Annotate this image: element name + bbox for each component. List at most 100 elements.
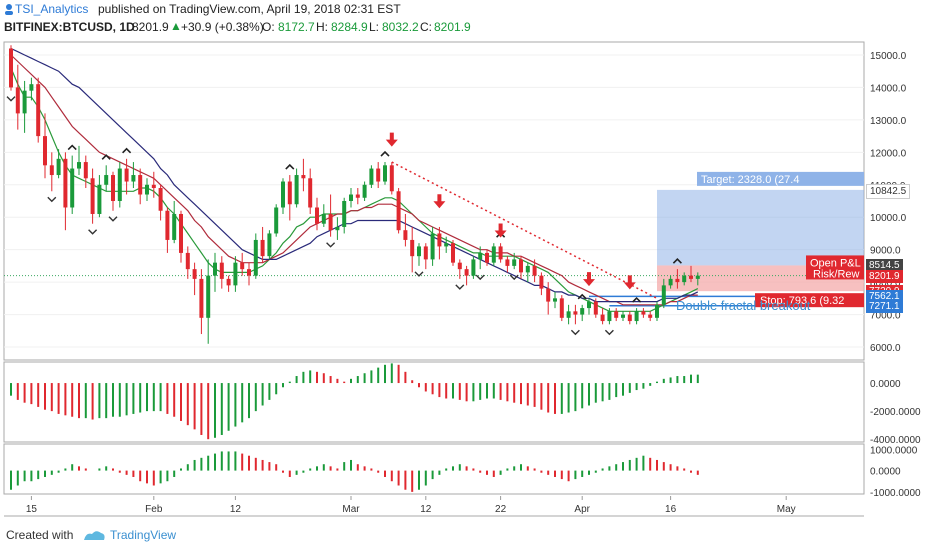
candle-body — [661, 285, 666, 305]
candle-body — [464, 269, 469, 276]
fractal-up-marker — [672, 258, 682, 264]
candle-body — [491, 246, 496, 263]
price-axis-label: 7271.1 — [866, 299, 903, 313]
tradingview-brand[interactable]: TradingView — [110, 528, 177, 542]
candle-body — [437, 233, 442, 247]
candle-body — [247, 269, 251, 276]
candle-body — [240, 262, 245, 270]
candle-body — [559, 298, 564, 318]
time-tick-label: 15 — [26, 504, 38, 515]
oscillator-pane-frame — [3, 361, 865, 443]
fractal-down-marker — [455, 284, 465, 290]
fractal-down-marker — [88, 229, 98, 235]
candle-body — [675, 278, 680, 283]
candle-body — [274, 207, 279, 234]
momentum-tick-label: -1000.0000 — [870, 488, 921, 499]
candle-body — [417, 246, 421, 257]
candle-body — [396, 191, 401, 231]
candle-body — [219, 262, 224, 279]
price-tick-label: 6000.0 — [870, 343, 901, 354]
candle-body — [179, 213, 183, 253]
symbol-bar: BITFINEX:BTCUSD, 1D 8201.9 ▲ +30.9 (+0.3… — [0, 18, 932, 36]
momentum-tick-label: 1000.0000 — [870, 445, 918, 456]
fractal-down-marker — [475, 274, 485, 281]
candle-body — [117, 168, 122, 201]
candle-body — [423, 246, 428, 260]
candle-body — [695, 275, 700, 279]
candle-body — [199, 278, 204, 318]
oscillator-tick-label: -4000.0000 — [870, 435, 921, 446]
fractal-up-marker — [577, 293, 587, 300]
publish-header: TSI_Analytics published on TradingView.c… — [0, 0, 932, 18]
user-link[interactable]: TSI_Analytics — [15, 2, 89, 16]
candle-body — [111, 175, 115, 201]
candle-body — [546, 288, 551, 302]
candle-body — [226, 278, 231, 286]
low-label: L: — [369, 20, 380, 34]
sell-arrow-icon — [623, 275, 636, 290]
fractal-up-marker — [285, 163, 295, 170]
breakout-annotation: Double fractal breakout — [676, 298, 811, 313]
target-label: Target: 2328.0 (27.4 — [701, 174, 799, 186]
price-axis-label: 8514.5 — [866, 259, 903, 273]
candle-body — [192, 269, 197, 279]
sell-arrow-icon — [385, 132, 398, 147]
candle-body — [485, 252, 489, 263]
candle-body — [621, 314, 625, 318]
candle-body — [63, 158, 68, 208]
candle-body — [49, 165, 54, 176]
price-axis-label: 10842.5 — [866, 183, 911, 199]
candle-body — [172, 213, 177, 240]
last-price: 8201.9 — [132, 20, 169, 34]
fractal-up-marker — [380, 150, 390, 157]
candle-body — [430, 233, 435, 260]
candle-body — [580, 308, 585, 315]
candle-body — [138, 175, 143, 195]
candle-body — [383, 165, 387, 182]
price-change: +30.9 (+0.38%) — [181, 20, 264, 34]
time-tick-label: Mar — [342, 504, 360, 515]
price-tick-label: 14000.0 — [870, 83, 907, 94]
candle-body — [410, 239, 415, 257]
candle-body — [9, 48, 13, 88]
candle-body — [471, 259, 476, 276]
fractal-up-marker — [122, 147, 132, 154]
momentum-tick-label: 0.0000 — [870, 467, 901, 478]
candle-body — [607, 311, 612, 322]
candle-body — [22, 90, 27, 114]
time-tick-label: Apr — [574, 504, 590, 515]
candle-body — [281, 181, 285, 208]
candle-body — [587, 301, 591, 309]
publish-info: published on TradingView.com, April 19, … — [98, 2, 401, 16]
candle-body — [97, 184, 102, 214]
fractal-up-marker — [101, 154, 111, 160]
stop-label-box — [755, 293, 864, 308]
fractal-down-marker — [6, 96, 16, 102]
candle-body — [512, 259, 517, 266]
fractal-down-marker — [326, 242, 336, 248]
fractal-down-marker — [570, 329, 580, 336]
candle-body — [457, 262, 462, 270]
chart-area[interactable]: 6000.07000.08000.09000.010000.011000.012… — [0, 36, 932, 521]
candle-body — [614, 311, 619, 318]
candle-body — [56, 158, 61, 176]
candle-body — [600, 314, 605, 322]
candle-body — [539, 275, 544, 289]
target-label-box — [697, 171, 864, 186]
fractal-down-marker — [509, 274, 519, 281]
fractal-down-marker — [108, 216, 118, 222]
candle-body — [43, 136, 47, 166]
candle-body — [233, 262, 238, 286]
high-value: 8284.9 — [331, 20, 368, 34]
candle-body — [349, 194, 353, 201]
candle-body — [403, 230, 408, 240]
candle-body — [335, 226, 340, 231]
candle-body — [104, 175, 109, 185]
candle-body — [315, 207, 319, 224]
fractal-down-marker — [414, 271, 424, 277]
close-label: C: — [420, 20, 432, 34]
sell-arrow-icon — [583, 272, 595, 287]
time-tick-label: May — [777, 504, 796, 515]
price-tick-label: 7000.0 — [870, 311, 901, 322]
candle-body — [165, 210, 170, 240]
